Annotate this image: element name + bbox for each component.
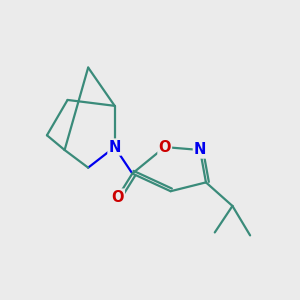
Text: O: O xyxy=(111,190,124,205)
Text: O: O xyxy=(158,140,171,154)
Text: N: N xyxy=(194,142,206,158)
Text: N: N xyxy=(109,140,121,154)
